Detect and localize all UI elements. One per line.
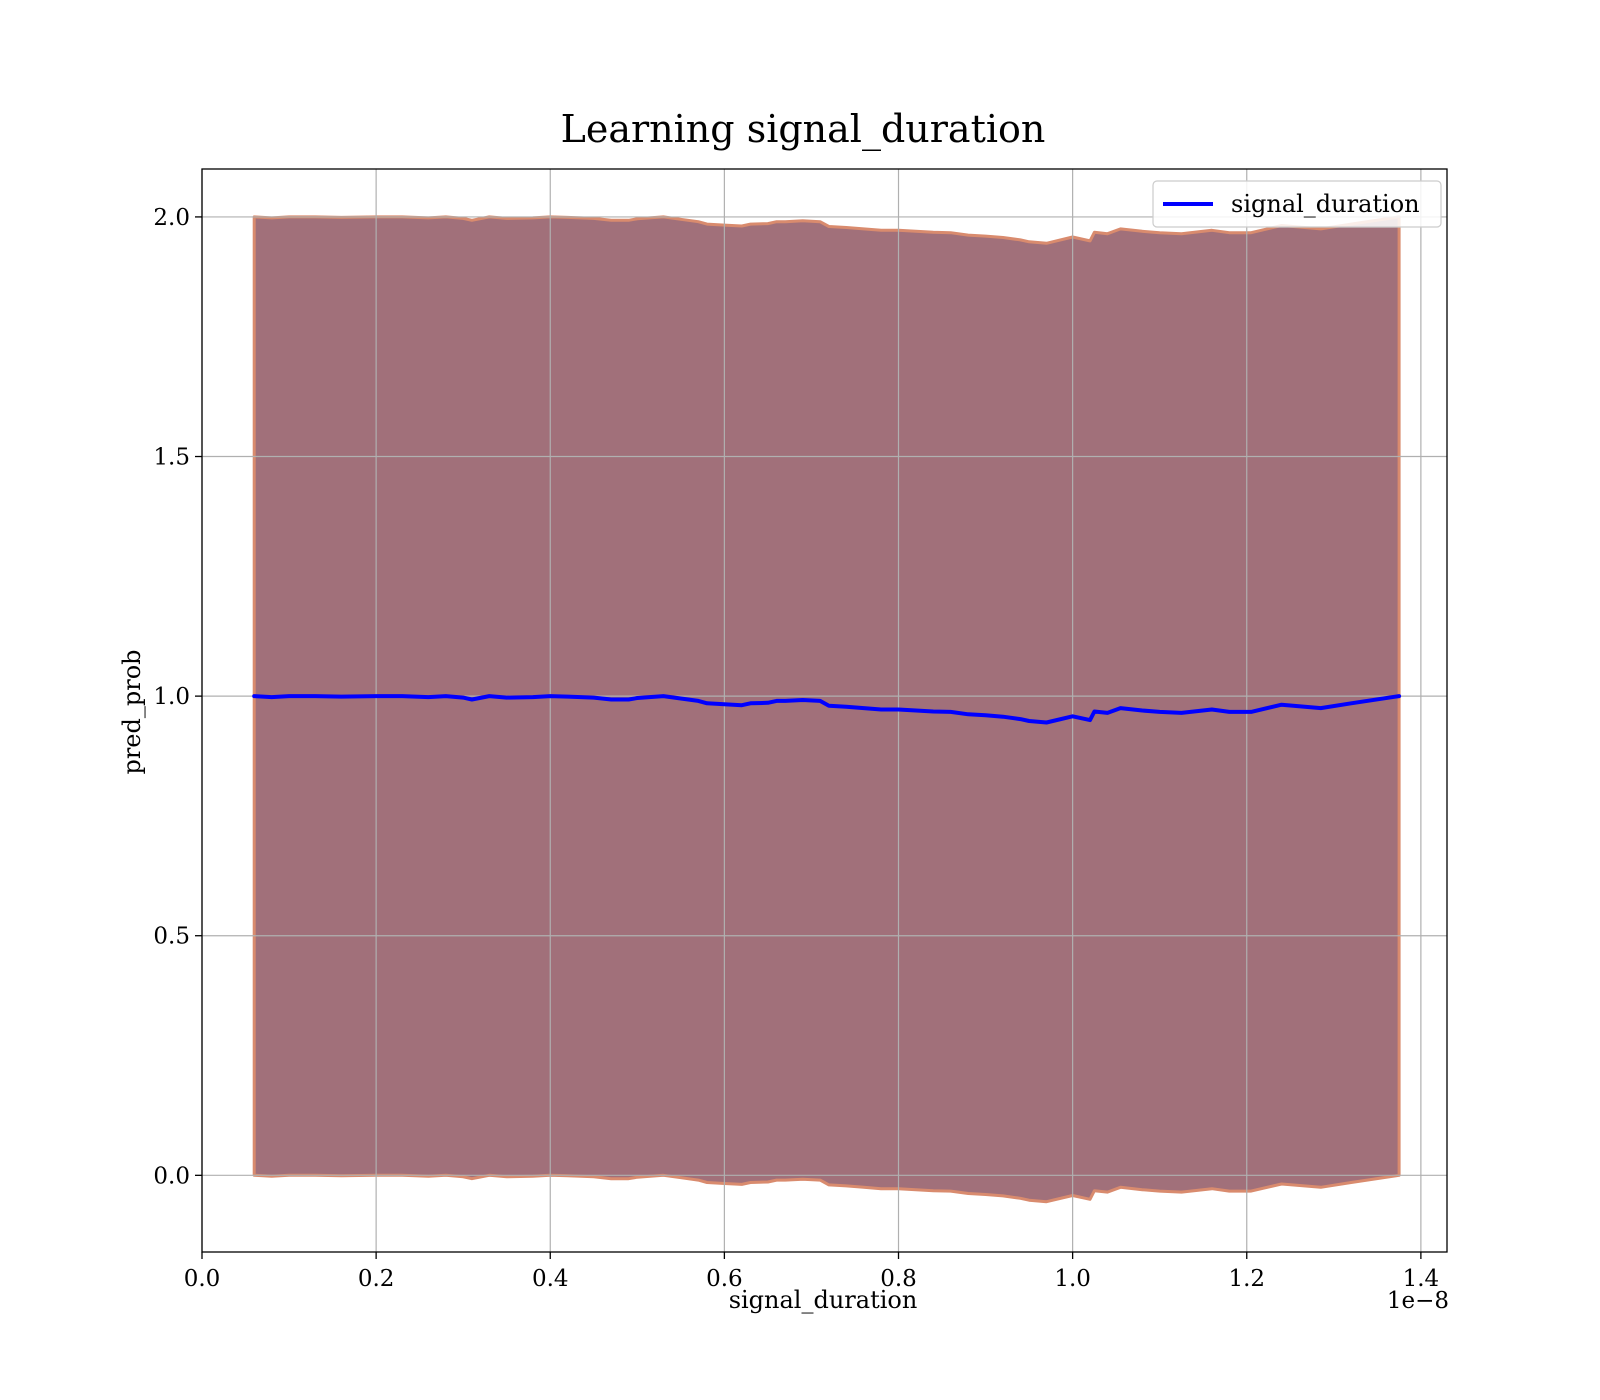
y-tick-label: 0.5 xyxy=(153,924,190,950)
y-tick-label: 0.0 xyxy=(153,1163,190,1189)
y-tick-label: 2.0 xyxy=(153,205,190,231)
y-tick-label: 1.0 xyxy=(153,684,190,710)
x-tick-label: 0.8 xyxy=(880,1266,917,1292)
x-tick-label: 0.2 xyxy=(358,1266,395,1292)
x-tick-label: 0.0 xyxy=(184,1266,221,1292)
legend-label: signal_duration xyxy=(1231,190,1420,218)
legend-box xyxy=(1152,180,1442,228)
x-tick-label: 1.4 xyxy=(1403,1266,1440,1292)
x-axis-label: signal_duration xyxy=(729,1286,918,1314)
x-axis-offset-label: 1e−8 xyxy=(1387,1288,1449,1314)
legend: signal_duration xyxy=(1152,180,1442,228)
x-tick-label: 0.6 xyxy=(706,1266,743,1292)
confidence-band xyxy=(252,215,1401,1204)
x-tick-label: 0.4 xyxy=(532,1266,569,1292)
y-axis-label: pred_prob xyxy=(118,649,146,774)
plot-area: 0.0 0.2 0.4 0.6 0.8 1.0 1.2 1.4 0.0 0.5 1.0 1.5 2.0 xyxy=(153,168,1448,1292)
axes-frame xyxy=(201,168,1448,1253)
series-line xyxy=(252,694,1402,725)
chart-title: Learning signal_duration xyxy=(561,107,1046,152)
y-tick-label: 1.5 xyxy=(153,445,190,471)
x-tick-label: 1.2 xyxy=(1228,1266,1265,1292)
x-tick-label: 1.0 xyxy=(1054,1266,1091,1292)
